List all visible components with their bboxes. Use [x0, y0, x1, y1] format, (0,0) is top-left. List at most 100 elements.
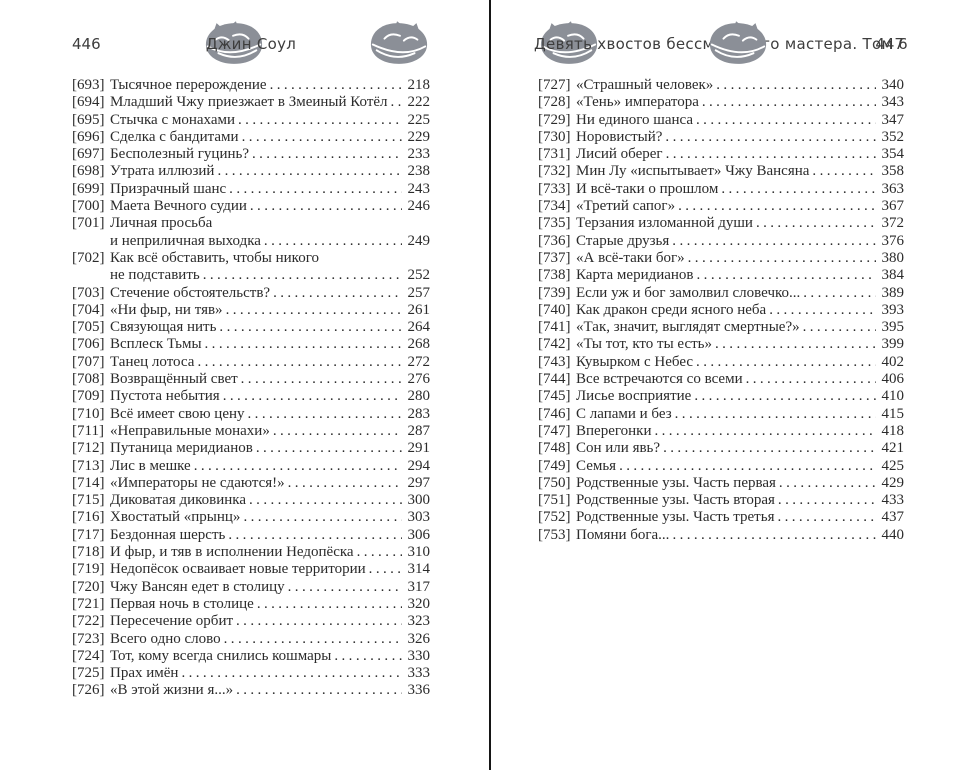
toc-entry-number: [735]: [538, 215, 571, 232]
toc-entry-page: 218: [407, 77, 431, 93]
toc-row: [710] Всё имеет свою цену................…: [72, 406, 430, 423]
dot-leader: ........................................…: [619, 457, 876, 474]
toc-entry-page: 306: [407, 526, 431, 543]
toc-entry-title: Как всё обставить, чтобы никого: [110, 249, 319, 266]
toc-entry-number: [709]: [72, 388, 105, 405]
toc-entry-number: [720]: [72, 578, 105, 595]
toc-entry-page: 300: [407, 492, 431, 509]
toc-entry-page: 358: [881, 163, 905, 180]
toc-row: [753] Помяни бога........................…: [538, 527, 904, 544]
toc-entry-title: Маета Вечного судии: [110, 198, 247, 215]
toc-row: и неприличная выходка...................…: [72, 233, 430, 250]
toc-entry-number: [736]: [538, 232, 571, 249]
toc-row: [738] Карта меридианов...................…: [538, 267, 904, 284]
toc-entry-title: Помяни бога...: [576, 526, 670, 543]
toc-row: [728] «Тень» императора..................…: [538, 94, 904, 111]
toc-entry-title: Хвостатый «прынц»: [110, 509, 241, 526]
toc-entry-page: 347: [881, 111, 905, 128]
dot-leader: ........................................…: [678, 198, 876, 215]
toc-row: [744] Все встречаются со всеми...........…: [538, 371, 904, 388]
toc-entry-number: [696]: [72, 128, 105, 145]
toc-entry-number: [734]: [538, 198, 571, 215]
toc-entry-title: «Ни фыр, ни тяв»: [110, 301, 223, 318]
toc-entry-title: Сделка с бандитами: [110, 128, 239, 145]
toc-row: [702] Как всё обставить, чтобы никого: [72, 250, 430, 267]
toc-entry-title: Пустота небытия: [110, 388, 220, 405]
toc-entry-page: 425: [881, 457, 905, 474]
dot-leader: ........................................…: [672, 232, 876, 249]
toc-entry-page: 222: [407, 94, 431, 111]
toc-entry-number: [739]: [538, 284, 571, 301]
toc-row: [725] Прах имён..........................…: [72, 665, 430, 682]
toc-entry-page: 257: [407, 284, 431, 301]
toc-row: [708] Возвращённый свет..................…: [72, 371, 430, 388]
toc-row: [743] Кувырком с Небес...................…: [538, 354, 904, 371]
toc-entry-page: 314: [407, 561, 431, 578]
dot-leader: ........................................…: [696, 267, 876, 284]
toc-entry-number: [705]: [72, 319, 105, 336]
toc-entry-number: [726]: [72, 682, 105, 699]
toc-entry-page: 264: [407, 319, 431, 336]
toc-entry-title: Все встречаются со всеми: [576, 371, 743, 388]
toc-entry-title: Кувырком с Небес: [576, 353, 694, 370]
toc-entry-page: 297: [407, 474, 431, 491]
toc-row: [706] Всплеск Тьмы.......................…: [72, 336, 430, 353]
toc-entry-page: 380: [881, 249, 905, 266]
toc-entry-number: [702]: [72, 249, 105, 266]
dot-leader: ........................................…: [240, 371, 402, 388]
toc-entry-number: [753]: [538, 526, 571, 543]
toc-row: [733] И всё-таки о прошлом...............…: [538, 181, 904, 198]
toc-entry-title: Стычка с монахами: [110, 111, 236, 128]
toc-entry-page: 354: [881, 146, 905, 163]
dot-leader: ........................................…: [238, 111, 402, 128]
toc-entry-number: [748]: [538, 440, 571, 457]
toc-entry-title: Связующая нить: [110, 319, 217, 336]
toc-entry-page: 367: [881, 198, 905, 215]
toc-entry-number: [717]: [72, 526, 105, 543]
toc-entry-title: «Неправильные монахи»: [110, 422, 270, 439]
left-running-title: Джин Соул: [205, 34, 297, 53]
dot-leader: ........................................…: [241, 128, 402, 145]
toc-entry-page: 246: [407, 198, 431, 215]
toc-entry-title: Возвращённый свет: [110, 371, 238, 388]
toc-entry-number: [711]: [72, 422, 104, 439]
toc-row: [724] Тот, кому всегда снились кошмары...…: [72, 648, 430, 665]
dot-leader: ........................................…: [745, 371, 876, 388]
dot-leader: ........................................…: [193, 457, 402, 474]
toc-entry-page: 333: [407, 665, 431, 682]
toc-entry-page: 418: [881, 422, 905, 439]
toc-row: [730] Норовистый?........................…: [538, 129, 904, 146]
toc-entry-title: «Ты тот, кто ты есть»: [576, 336, 712, 353]
toc-entry-title: Прах имён: [110, 665, 179, 682]
toc-entry-title: И всё-таки о прошлом: [576, 180, 719, 197]
toc-row: [701] Личная просьба: [72, 215, 430, 232]
toc-entry-number: [729]: [538, 111, 571, 128]
toc-row: [696] Сделка с бандитами.................…: [72, 129, 430, 146]
toc-row: [717] Бездонная шерсть...................…: [72, 527, 430, 544]
sleeping-fox-icon: [707, 20, 769, 67]
dot-leader: ........................................…: [219, 319, 402, 336]
toc-entry-page: 402: [881, 353, 905, 370]
toc-entry-title: Тот, кому всегда снились кошмары: [110, 647, 332, 664]
toc-entry-page: 272: [407, 353, 431, 370]
toc-entry-title: не подставить: [110, 267, 200, 284]
toc-row: [693] Тысячное перерождение..............…: [72, 77, 430, 94]
toc-entry-title: Недопёсок осваивает новые территории: [110, 561, 366, 578]
toc-entry-number: [722]: [72, 613, 105, 630]
toc-entry-number: [738]: [538, 267, 571, 284]
toc-entry-number: [693]: [72, 77, 105, 93]
dot-leader: ........................................…: [802, 319, 876, 336]
toc-entry-page: 399: [881, 336, 905, 353]
toc-row: [715] Диковатая диковинка................…: [72, 492, 430, 509]
dot-leader: ........................................…: [256, 595, 402, 612]
toc-row: [731] Лисий оберег.......................…: [538, 146, 904, 163]
toc-entry-title: «Третий сапог»: [576, 198, 676, 215]
toc-entry-title: Лис в мешке: [110, 457, 191, 474]
toc-entry-title: Утрата иллюзий: [110, 163, 215, 180]
toc-entry-number: [740]: [538, 301, 571, 318]
toc-row: [713] Лис в мешке........................…: [72, 458, 430, 475]
dot-leader: ........................................…: [269, 77, 402, 93]
toc-entry-page: 310: [407, 544, 431, 561]
dot-leader: ........................................…: [721, 180, 876, 197]
toc-entry-number: [752]: [538, 509, 571, 526]
